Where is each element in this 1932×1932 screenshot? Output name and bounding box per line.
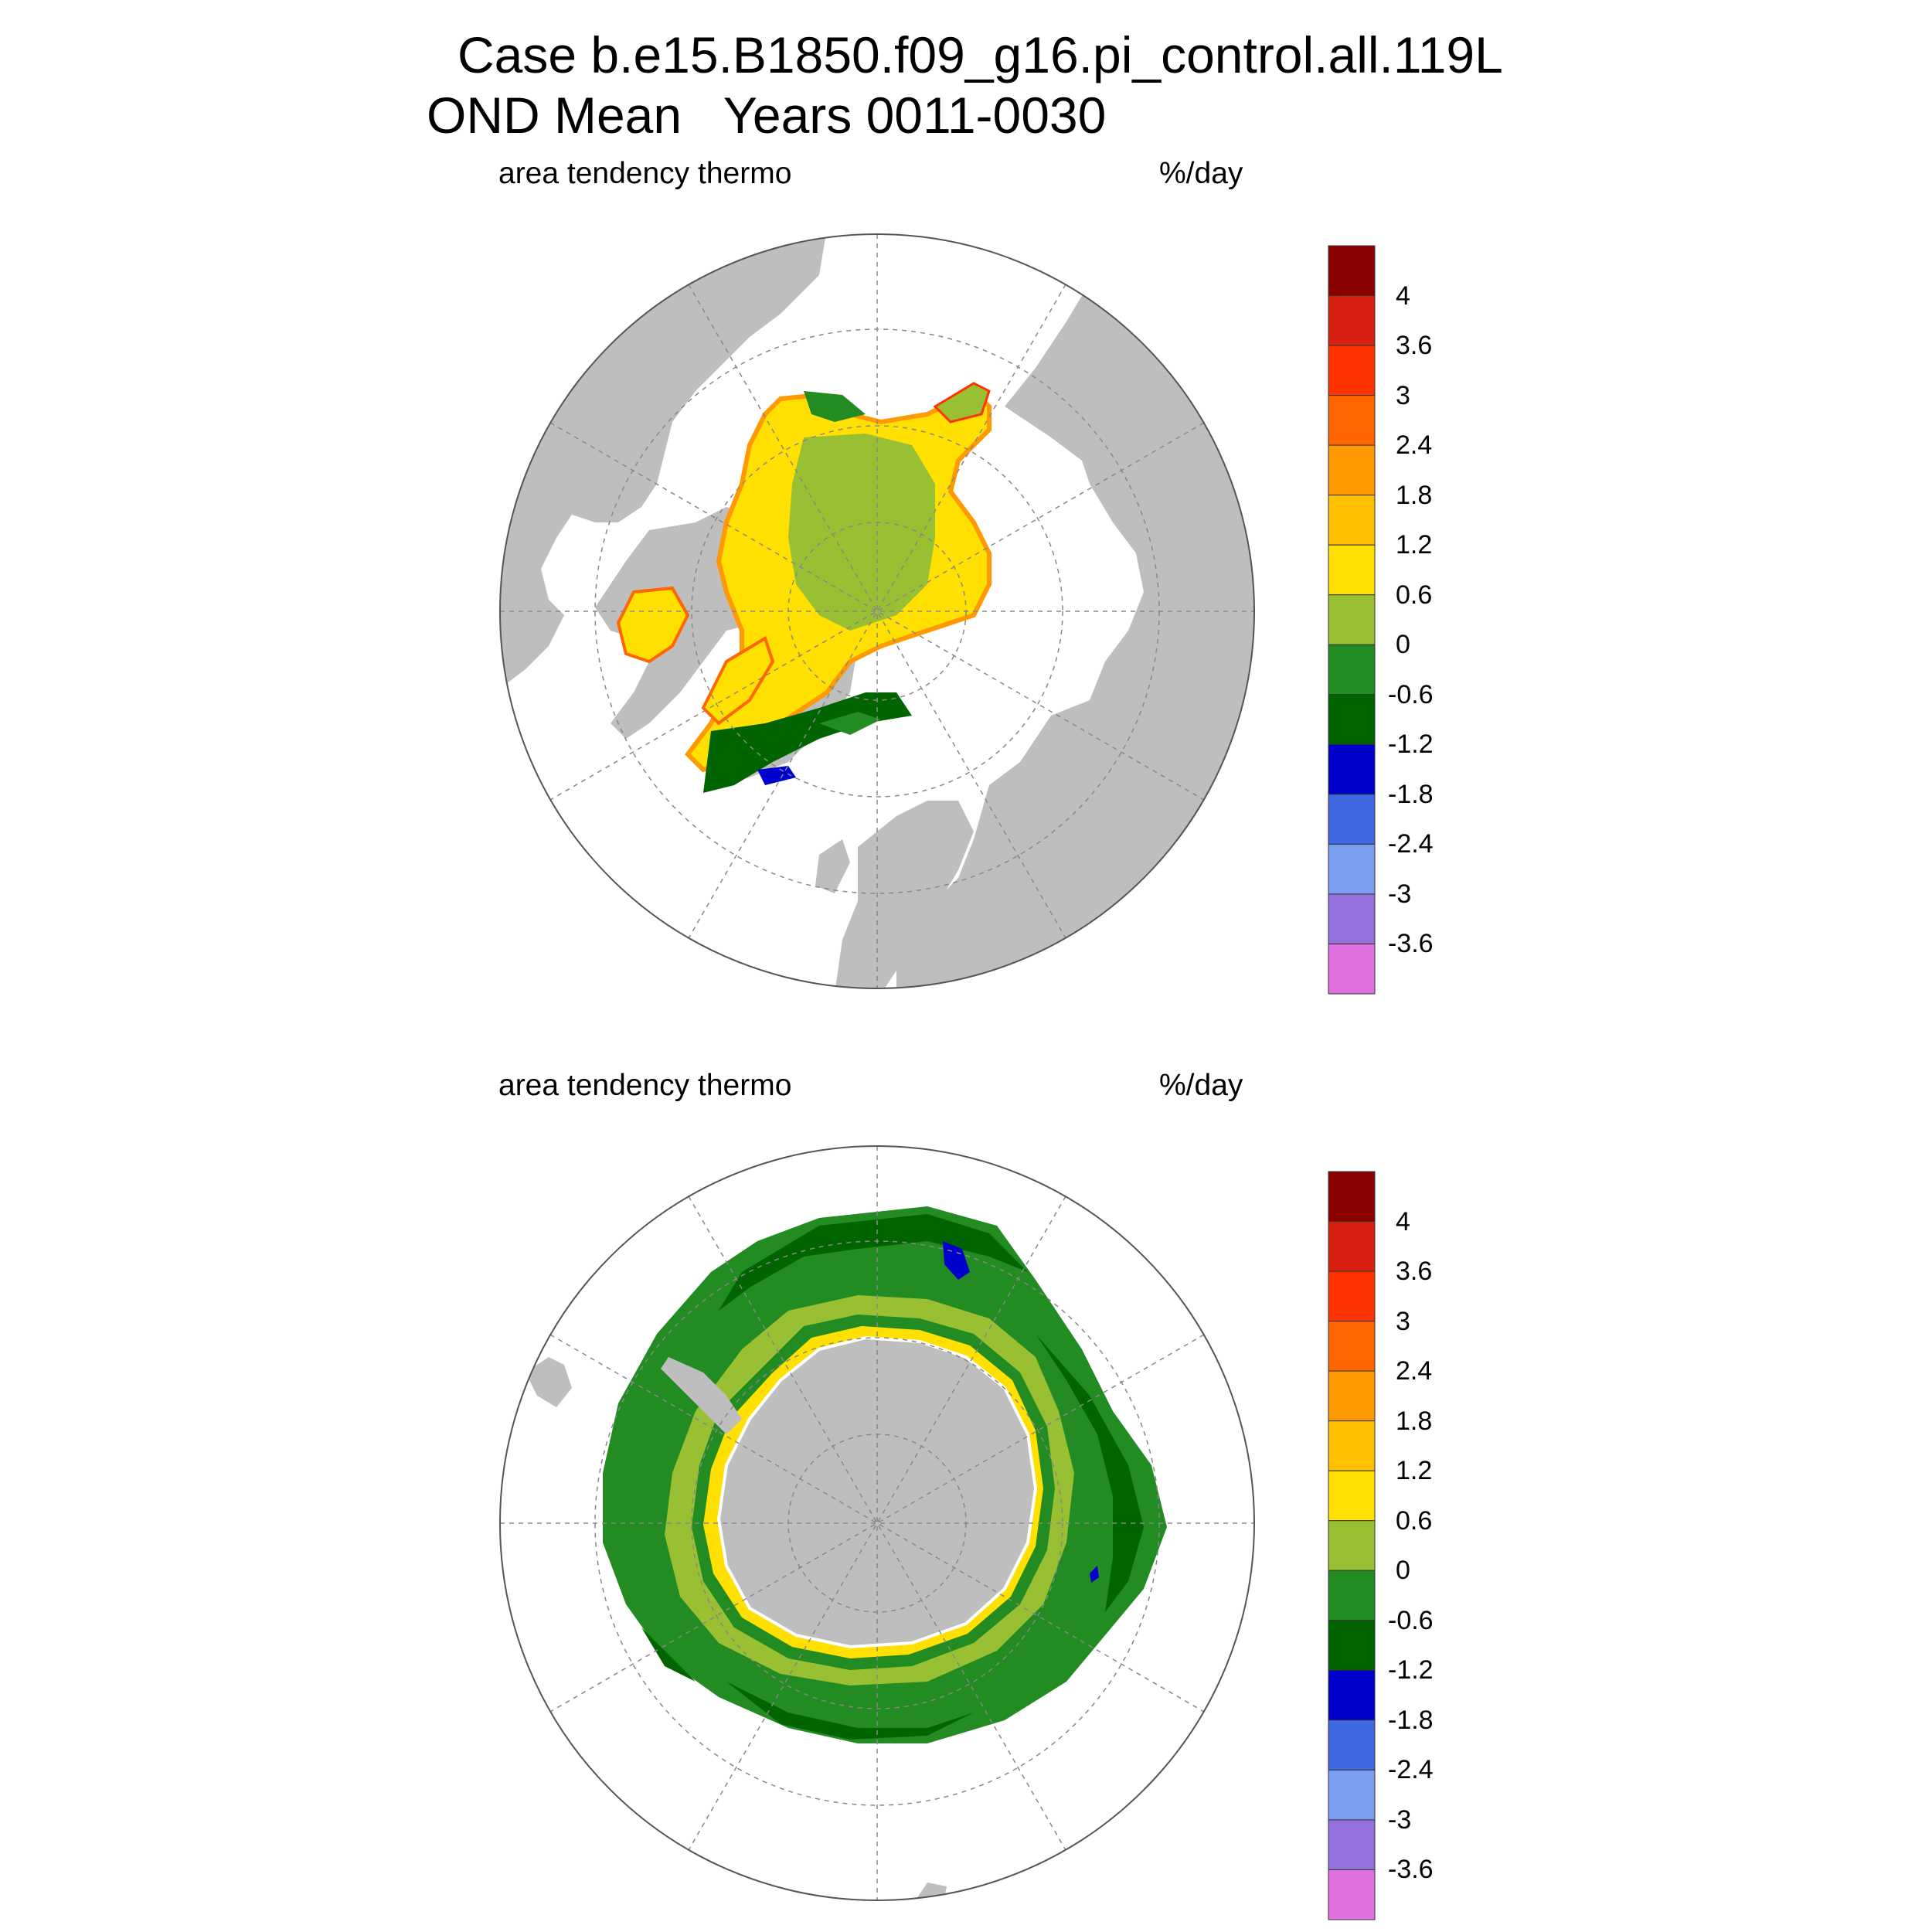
south-map-graticule — [500, 1146, 1254, 1900]
south-colorbar-swatch — [1328, 1420, 1376, 1471]
north-colorbar-tick-label: 3.6 — [1396, 331, 1433, 361]
north-colorbar-swatch — [1328, 794, 1376, 845]
north-colorbar-tick-label: -0.6 — [1388, 679, 1434, 709]
south-colorbar-tick-label: 2.4 — [1396, 1356, 1433, 1386]
south-colorbar-tick-label: -2.4 — [1388, 1755, 1434, 1785]
north-colorbar-swatch — [1328, 594, 1376, 645]
south-colorbar-tick-label: -3.6 — [1388, 1855, 1434, 1885]
south-colorbar-swatch — [1328, 1769, 1376, 1821]
north-colorbar-swatch — [1328, 943, 1376, 995]
north-map-border — [499, 233, 1255, 989]
main-subtitle: OND Mean Years 0011-0030 — [427, 87, 1107, 144]
south-colorbar-swatch — [1328, 1719, 1376, 1770]
north-polar-map — [499, 233, 1255, 989]
north-sea-ice — [616, 382, 992, 793]
south-colorbar-swatch — [1328, 1470, 1376, 1522]
south-colorbar-tick-label: -0.6 — [1388, 1605, 1434, 1635]
north-colorbar-swatch — [1328, 295, 1376, 346]
north-colorbar-swatch — [1328, 245, 1376, 297]
south-colorbar — [1328, 1171, 1376, 1920]
north-colorbar-tick-label: -3 — [1388, 879, 1412, 909]
south-colorbar-tick-label: 1.8 — [1396, 1406, 1433, 1436]
south-colorbar-tick-label: -1.2 — [1388, 1655, 1434, 1685]
south-map-border — [499, 1145, 1255, 1901]
south-colorbar-swatch — [1328, 1570, 1376, 1621]
north-colorbar-swatch — [1328, 644, 1376, 696]
south-polar-map — [499, 1145, 1255, 1901]
north-colorbar-tick-label: 2.4 — [1396, 430, 1433, 461]
south-panel-variable-label: area tendency thermo — [498, 1069, 792, 1102]
south-colorbar-tick-label: 3.6 — [1396, 1257, 1433, 1287]
north-colorbar-tick-label: 3 — [1396, 380, 1410, 410]
north-panel-variable-label: area tendency thermo — [498, 157, 792, 190]
south-colorbar-tick-label: 0.6 — [1396, 1505, 1433, 1536]
north-colorbar-swatch — [1328, 743, 1376, 795]
north-colorbar-tick-label: 0.6 — [1396, 580, 1433, 610]
north-colorbar-swatch — [1328, 495, 1376, 546]
north-colorbar-tick-label: 1.8 — [1396, 480, 1433, 510]
south-colorbar-swatch — [1328, 1370, 1376, 1422]
south-colorbar-swatch — [1328, 1321, 1376, 1372]
south-colorbar-swatch — [1328, 1171, 1376, 1223]
south-colorbar-tick-label: 1.2 — [1396, 1456, 1433, 1486]
north-colorbar-tick-label: 4 — [1396, 281, 1410, 311]
south-colorbar-swatch — [1328, 1270, 1376, 1322]
north-map-graticule — [500, 234, 1254, 988]
north-panel-units-label: %/day — [1159, 157, 1243, 190]
south-colorbar-tick-label: -1.8 — [1388, 1705, 1434, 1735]
north-colorbar-swatch — [1328, 395, 1376, 446]
south-colorbar-swatch — [1328, 1520, 1376, 1571]
main-title: Case b.e15.B1850.f09_g16.pi_control.all.… — [457, 26, 1503, 83]
south-colorbar-tick-label: 4 — [1396, 1206, 1410, 1236]
south-colorbar-swatch — [1328, 1819, 1376, 1870]
south-colorbar-swatch — [1328, 1869, 1376, 1920]
north-colorbar-tick-label: 0 — [1396, 630, 1410, 660]
north-colorbar-swatch — [1328, 544, 1376, 596]
south-colorbar-tick-label: -3 — [1388, 1804, 1412, 1835]
north-colorbar-tick-label: -1.8 — [1388, 779, 1434, 809]
north-colorbar — [1328, 245, 1376, 995]
north-colorbar-swatch — [1328, 444, 1376, 496]
north-colorbar-tick-label: -2.4 — [1388, 829, 1434, 859]
south-colorbar-swatch — [1328, 1620, 1376, 1671]
south-colorbar-swatch — [1328, 1221, 1376, 1272]
north-colorbar-swatch — [1328, 694, 1376, 745]
south-colorbar-swatch — [1328, 1669, 1376, 1721]
north-colorbar-swatch — [1328, 893, 1376, 944]
north-colorbar-tick-label: -1.2 — [1388, 730, 1434, 760]
north-colorbar-tick-label: 1.2 — [1396, 530, 1433, 560]
south-colorbar-tick-label: 3 — [1396, 1306, 1410, 1336]
north-colorbar-tick-label: -3.6 — [1388, 929, 1434, 959]
north-colorbar-swatch — [1328, 843, 1376, 895]
south-panel-units-label: %/day — [1159, 1069, 1243, 1102]
north-colorbar-swatch — [1328, 345, 1376, 396]
south-colorbar-tick-label: 0 — [1396, 1556, 1410, 1586]
